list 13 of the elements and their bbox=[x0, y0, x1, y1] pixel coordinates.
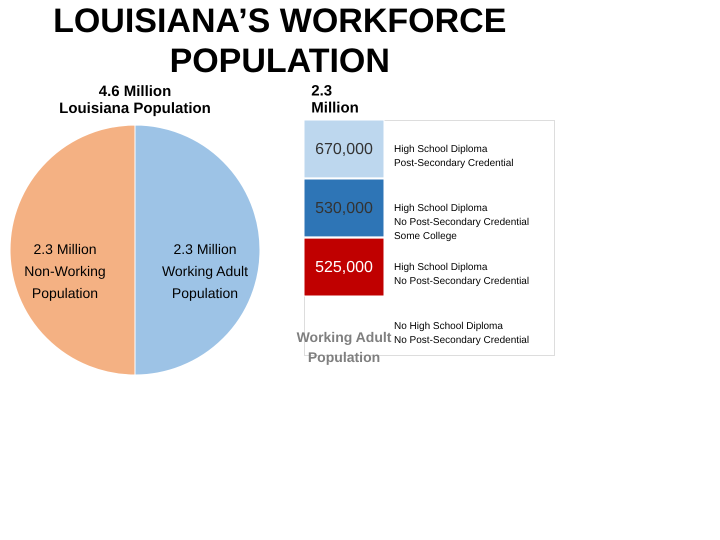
text: Working Adult Population bbox=[296, 329, 392, 365]
chart-title: LOUISIANA’S WORKFORCE POPULATION bbox=[53, 2, 506, 80]
category-label: High School Diploma Post-Secondary Credential bbox=[394, 144, 514, 169]
category-label: High School Diploma No Post-Secondary Credential Some College bbox=[394, 202, 530, 242]
data-label: 670,000 bbox=[315, 140, 374, 158]
data-label: 530,000 bbox=[315, 200, 374, 217]
data-label: 525,000 bbox=[315, 259, 374, 276]
chart-subtitle: 4.6 Million Louisiana Population bbox=[59, 83, 211, 117]
slice-label: 2.3 Million Working Adult Population bbox=[162, 241, 248, 301]
text: 2.3 Million bbox=[311, 82, 359, 116]
category-label: No High School Diploma No Post-Secondary Credential bbox=[394, 321, 530, 346]
category-label: High School Diploma No Post-Secondary Credential bbox=[394, 262, 530, 288]
slice-label: 2.3 Million Non-Working Population bbox=[24, 241, 106, 301]
